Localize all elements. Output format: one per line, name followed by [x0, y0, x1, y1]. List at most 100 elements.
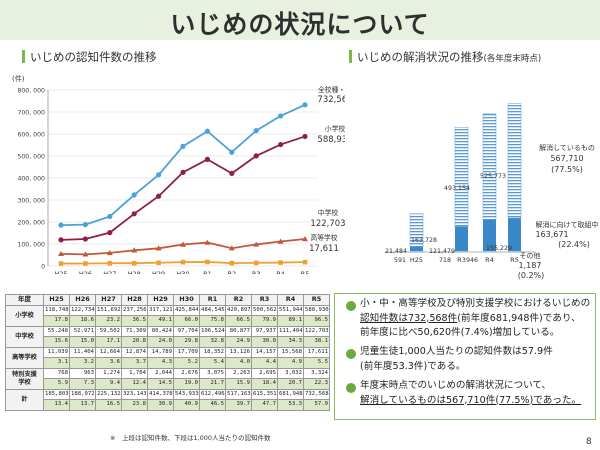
table-count-cell: 551,944 [277, 304, 304, 316]
data-point [253, 128, 259, 134]
data-point [180, 241, 186, 247]
data-point [58, 250, 64, 257]
table-count-cell: 122,734 [69, 304, 96, 316]
table-rate-cell: 4.3 [147, 357, 174, 369]
data-point [180, 169, 186, 175]
table-rate-cell: 7.3 [69, 378, 96, 390]
data-point [155, 245, 162, 251]
data-point [278, 141, 284, 148]
data-point [204, 239, 211, 245]
table-rate-cell: 66.0 [173, 315, 200, 327]
table-rate-cell: 40.9 [173, 399, 200, 411]
table-rate-cell: 79.9 [251, 315, 278, 327]
summary-line: 小・中・高等学校及び特別支援学校におけるいじめの [360, 298, 591, 309]
bar-in-progress [455, 226, 468, 251]
data-point [302, 133, 308, 140]
series-end-value: 17,611 [309, 244, 339, 254]
data-point [229, 260, 235, 266]
data-point [107, 260, 113, 266]
table-rate-cell: 32.8 [199, 336, 226, 348]
data-point [156, 260, 161, 266]
data-point [58, 237, 64, 243]
bar-chart: H25 R3 R4 R5 163,728 21,484 591 493,154 121,479 7… [385, 103, 599, 280]
summary-line: 児童生徒1,000人当たりの認知件数は57.9件 [360, 346, 553, 357]
y-tick-label: 100, 000 [17, 242, 45, 249]
table-count-cell: 615,351 [251, 388, 278, 400]
y-tick-label: 0 [41, 264, 45, 271]
table-rate-cell: 18.6 [69, 315, 96, 327]
x-tick-label: R4 [276, 270, 285, 274]
bar-resolved [409, 213, 424, 247]
y-tick-label: 200, 000 [17, 220, 45, 227]
table-rate-cell: 12.4 [121, 378, 148, 390]
table-rate-cell: 18.4 [251, 378, 278, 390]
bar-value-label: 525,773 [480, 173, 506, 180]
table-rate-cell: 89.1 [277, 315, 304, 327]
section-marker [349, 50, 352, 63]
table-rate-row: 3.1 3.2 3.6 3.7 4.3 5.2 5.4 4.0 4.4 4.9 5.5 [6, 357, 330, 369]
table-row: 小学校 118,748 122,734 151,692 237,256 317,121 42… [5, 304, 330, 327]
table-count-cell: 414,378 [147, 388, 174, 400]
legend-label: 解消しているもの [539, 143, 595, 152]
table-row: 中学校 55,248 52,971 59,502 71,309 80,424 97,704 1… [5, 325, 330, 348]
legend-value: 1,187 [519, 261, 542, 270]
x-tick-label: R5 [301, 270, 310, 274]
table-count-cell: 500,562 [251, 304, 278, 316]
bullet-icon [346, 349, 356, 359]
table-row-header: 特別支援 学校 [5, 367, 44, 390]
bar-value-label: 493,154 [444, 185, 470, 192]
table-count-cell: 12,874 [121, 346, 148, 358]
table-count-cell: 14,789 [147, 346, 174, 358]
table-count-cell: 18,352 [199, 346, 226, 358]
table-header-row: 年度 H25 H26 H27 H28 H29 H30 R1 R2 R3 R4 R5 [5, 294, 330, 306]
table-rate-cell: 3.6 [95, 357, 122, 369]
legend-label: 解消に向けて取組中 [536, 220, 599, 229]
y-tick-label: 700, 000 [17, 110, 45, 117]
table-rate-cell: 13.7 [69, 399, 96, 411]
summary-box: 小・中・高等学校及び特別支援学校におけるいじめの 認知件数は732,568件(前… [334, 293, 596, 420]
section-marker [22, 50, 25, 63]
data-point [277, 238, 284, 244]
data-point [82, 236, 88, 242]
table-count-cell: 681,948 [277, 388, 304, 400]
table-rate-cell: 5.4 [199, 357, 226, 369]
table-rate-cell: 24.9 [225, 336, 252, 348]
table-count-cell: 1,274 [95, 367, 122, 379]
legend-value: 567,710 [550, 154, 583, 163]
series-name-label: 高等学校 [310, 233, 337, 242]
table-rate-row: 5.9 7.3 9.4 12.4 14.5 19.0 21.7 15.9 18.4 20.7 22.… [6, 378, 330, 390]
table-year-header: H27 [95, 294, 122, 306]
table-count-cell: 425,844 [173, 304, 200, 316]
data-point [204, 156, 210, 163]
table-count-cell: 2,263 [225, 367, 252, 379]
series-name-label: 中学校 [318, 208, 339, 217]
table-count-cell: 3,075 [199, 367, 226, 379]
data-point [58, 222, 64, 228]
bar-value-label: 121,479 [429, 248, 455, 255]
legend-label: その他 [520, 251, 541, 260]
table-count-cell: 323,143 [121, 388, 148, 400]
table-count-cell: 14,157 [251, 346, 278, 358]
data-point [278, 260, 283, 265]
table-rate-cell: 16.5 [95, 399, 122, 411]
bar-value-label: 21,484 [385, 248, 407, 255]
series-line [60, 135, 306, 241]
table-rate-cell: 5.9 [43, 378, 70, 390]
table-note: ※ 上段は認知件数、下段は1,000人当たりの認知件数 [110, 434, 271, 442]
bar-resolved [507, 103, 522, 219]
data-point [228, 245, 235, 251]
table-count-cell: 118,748 [43, 304, 70, 316]
y-tick-label: 300, 000 [17, 198, 45, 205]
data-point [107, 230, 113, 236]
table-count-cell: 225,132 [95, 388, 122, 400]
data-point [106, 249, 113, 256]
table-count-cell: 963 [69, 367, 96, 379]
bar-resolved [482, 113, 497, 220]
table-rate-cell: 4.9 [277, 357, 304, 369]
table-rate-cell: 29.8 [173, 336, 200, 348]
table-row-header: 高等学校 [5, 346, 44, 369]
legend-pct: (22.4%) [558, 240, 590, 249]
data-point [253, 241, 260, 247]
data-point [253, 153, 259, 159]
table-count-cell: 106,524 [199, 325, 226, 337]
